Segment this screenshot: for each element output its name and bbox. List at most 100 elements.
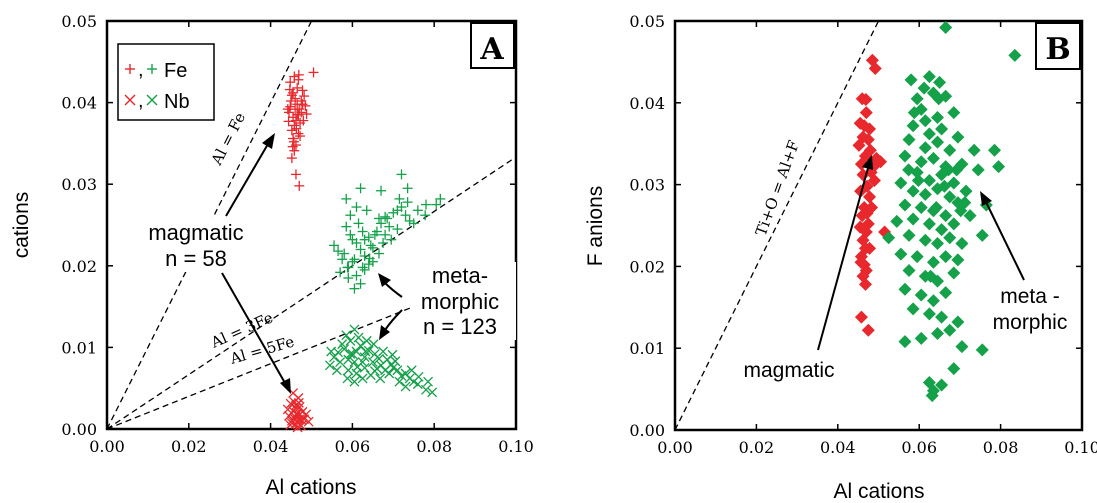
point-magmatic-f bbox=[853, 220, 867, 234]
point-metamorphic-nb bbox=[353, 332, 364, 343]
point-metamorphic-nb bbox=[363, 345, 374, 356]
annotation-b-magmatic: magmatic bbox=[743, 359, 834, 382]
reference-line bbox=[674, 20, 880, 431]
point-metamorphic-f bbox=[955, 236, 969, 250]
point-metamorphic-f bbox=[935, 122, 949, 136]
point-metamorphic-fe bbox=[347, 234, 358, 245]
point-metamorphic-fe bbox=[341, 193, 352, 204]
point-metamorphic-nb bbox=[384, 368, 395, 379]
point-metamorphic-f bbox=[926, 294, 940, 308]
point-magmatic-nb bbox=[282, 404, 293, 415]
point-magmatic-nb bbox=[299, 414, 310, 425]
point-metamorphic-fe bbox=[355, 244, 366, 255]
y-tick-label: 0.03 bbox=[629, 176, 665, 195]
reference-line bbox=[106, 265, 517, 430]
point-magmatic-f bbox=[863, 241, 877, 255]
point-metamorphic-nb bbox=[374, 353, 384, 364]
point-metamorphic-f bbox=[950, 163, 964, 177]
point-magmatic-fe bbox=[287, 141, 298, 152]
legend-fe-comma: , bbox=[138, 59, 144, 81]
point-metamorphic-f bbox=[907, 106, 921, 120]
point-metamorphic-fe bbox=[341, 221, 352, 232]
point-metamorphic-fe bbox=[384, 221, 395, 232]
point-metamorphic-f bbox=[939, 250, 953, 264]
point-metamorphic-fe bbox=[351, 270, 362, 281]
point-metamorphic-f bbox=[918, 233, 932, 247]
point-metamorphic-fe bbox=[402, 197, 413, 208]
legend-red-plus-icon bbox=[125, 64, 135, 74]
point-metamorphic-nb bbox=[390, 356, 401, 367]
point-metamorphic-f bbox=[931, 326, 945, 340]
point-magmatic-nb bbox=[290, 419, 301, 430]
point-metamorphic-fe bbox=[435, 193, 446, 204]
point-metamorphic-fe bbox=[337, 254, 348, 265]
point-metamorphic-fe bbox=[359, 251, 370, 262]
magmatic-label-bg bbox=[125, 218, 273, 272]
x-tick-label: 0.04 bbox=[253, 437, 289, 456]
point-metamorphic-nb bbox=[331, 365, 342, 376]
point-metamorphic-f bbox=[939, 21, 953, 35]
point-magmatic-fe bbox=[293, 69, 304, 80]
panel-b-ticks: 0.00 0.02 0.04 0.06 0.08 0.10 0.00 0.01 0.02 0.03… bbox=[629, 12, 1097, 457]
annotation-b-morphic: morphic bbox=[993, 311, 1068, 334]
point-magmatic-nb bbox=[293, 397, 304, 408]
point-metamorphic-f bbox=[898, 149, 912, 163]
point-metamorphic-nb bbox=[324, 360, 335, 371]
point-magmatic-fe bbox=[290, 169, 301, 180]
point-metamorphic-nb bbox=[394, 376, 405, 387]
x-tick-label: 0.08 bbox=[983, 438, 1019, 457]
point-metamorphic-fe bbox=[431, 199, 442, 210]
point-metamorphic-fe bbox=[388, 207, 399, 218]
point-metamorphic-fe bbox=[378, 237, 389, 248]
point-metamorphic-f bbox=[963, 209, 977, 223]
point-metamorphic-nb bbox=[342, 373, 353, 384]
point-metamorphic-f bbox=[939, 286, 953, 300]
point-metamorphic-f bbox=[910, 92, 924, 106]
annotation-meta: meta- bbox=[432, 263, 488, 288]
point-magmatic-f bbox=[868, 61, 882, 75]
point-magmatic-fe bbox=[297, 85, 308, 96]
point-metamorphic-nb bbox=[369, 366, 380, 377]
point-metamorphic-nb bbox=[427, 387, 438, 398]
panel-b-y-label: F anions bbox=[584, 186, 607, 267]
point-metamorphic-f bbox=[959, 184, 973, 198]
arrow-metamorphic-up bbox=[383, 281, 403, 298]
x-tick-label: 0.10 bbox=[498, 437, 534, 456]
arrow-head-magmatic-up bbox=[262, 133, 275, 149]
point-metamorphic-f bbox=[943, 231, 957, 245]
point-metamorphic-f bbox=[910, 250, 924, 264]
point-metamorphic-nb bbox=[326, 346, 337, 357]
point-metamorphic-fe bbox=[392, 224, 403, 235]
point-metamorphic-nb bbox=[387, 349, 398, 360]
point-metamorphic-f bbox=[931, 135, 945, 149]
point-metamorphic-f bbox=[922, 127, 936, 141]
y-tick-label: 0.03 bbox=[61, 175, 97, 194]
point-metamorphic-fe bbox=[376, 185, 387, 196]
point-metamorphic-f bbox=[935, 223, 949, 237]
point-metamorphic-fe bbox=[351, 202, 362, 213]
point-metamorphic-fe bbox=[349, 283, 360, 294]
point-magmatic-nb bbox=[285, 398, 296, 409]
point-metamorphic-fe bbox=[373, 213, 384, 224]
point-metamorphic-f bbox=[922, 217, 936, 231]
x-tick-label: 0.10 bbox=[1064, 438, 1097, 457]
point-metamorphic-f bbox=[955, 340, 969, 354]
panel-b-reference-lines bbox=[674, 20, 880, 431]
point-metamorphic-f bbox=[947, 266, 961, 280]
point-magmatic-nb bbox=[286, 418, 297, 429]
point-metamorphic-fe bbox=[357, 226, 368, 237]
point-magmatic-fe bbox=[283, 116, 294, 127]
point-magmatic-fe bbox=[308, 67, 319, 78]
point-metamorphic-f bbox=[933, 75, 947, 89]
point-metamorphic-fe bbox=[421, 199, 432, 210]
point-metamorphic-fe bbox=[420, 210, 431, 221]
point-metamorphic-fe bbox=[380, 211, 391, 222]
annotation-magmatic: magmatic bbox=[148, 220, 243, 245]
point-magmatic-f bbox=[858, 277, 872, 291]
x-tick-label: 0.06 bbox=[901, 438, 937, 457]
point-metamorphic-nb bbox=[360, 346, 371, 357]
point-metamorphic-fe bbox=[359, 264, 370, 275]
point-metamorphic-f bbox=[918, 114, 932, 128]
point-magmatic-fe bbox=[289, 145, 300, 156]
point-metamorphic-fe bbox=[380, 229, 391, 240]
